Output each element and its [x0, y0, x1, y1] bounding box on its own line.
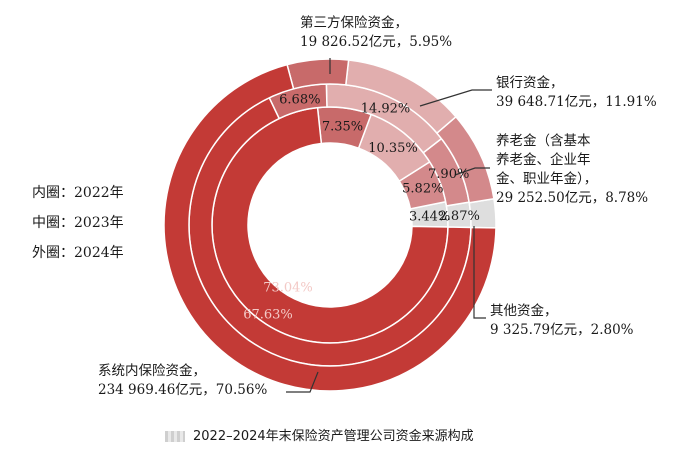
figure-caption: 2022–2024年末保险资产管理公司资金来源构成	[165, 425, 474, 444]
pct-label-pension-ring-1: 7.90%	[428, 167, 469, 182]
callout-line: 19 826.52亿元，5.95%	[300, 34, 453, 50]
callout-line: 234 969.46亿元，70.56%	[98, 382, 268, 398]
percent-labels: 3.44% 5.82% 10.35% 7.35% 73.04% 2.87% 7.90% 14.…	[243, 93, 480, 323]
leader-line-system	[286, 371, 319, 393]
ring-legend-inner: 内圈：2022年	[32, 185, 124, 201]
pct-label-other-ring-0: 3.44%	[409, 210, 450, 225]
leader-lines	[286, 58, 492, 393]
pct-label-pension-ring-0: 5.82%	[402, 181, 443, 196]
callout-line: 29 252.50亿元，8.78%	[496, 190, 649, 206]
callout-line: 39 648.71亿元，11.91%	[496, 94, 657, 110]
pct-label-bank-ring-1: 14.92%	[361, 102, 411, 117]
callout-line: 金、职业年金），	[496, 171, 598, 187]
pct-label-bank-ring-0: 10.35%	[368, 141, 418, 156]
callout-line: 系统内保险资金，	[98, 363, 206, 379]
donut-slices	[163, 58, 497, 392]
slice-system-ring-2	[163, 63, 497, 392]
ring-legend-middle: 中圈：2023年	[32, 215, 124, 231]
callout-line: 第三方保险资金，	[300, 15, 408, 31]
ring-legend-outer: 外圈：2024年	[32, 245, 124, 261]
pct-label-system-ring-1: 67.63%	[243, 308, 293, 323]
callout-other: 其他资金， 9 325.79亿元，2.80%	[490, 302, 634, 340]
leader-line-pension	[454, 167, 490, 176]
slice-third-ring-2	[286, 58, 350, 90]
pct-label-system-ring-0: 73.04%	[263, 281, 313, 296]
callout-system: 系统内保险资金， 234 969.46亿元，70.56%	[98, 362, 267, 400]
callout-bank: 银行资金， 39 648.71亿元，11.91%	[496, 74, 657, 112]
ring-legend: 内圈：2022年 中圈：2023年 外圈：2024年	[32, 178, 124, 268]
pct-label-third-ring-1: 6.68%	[279, 93, 320, 108]
pct-label-other-ring-1: 2.87%	[439, 209, 480, 224]
pct-label-third-ring-0: 7.35%	[322, 119, 363, 134]
leader-line-other	[473, 226, 486, 319]
callout-line: 其他资金，	[490, 303, 558, 319]
callout-line: 9 325.79亿元，2.80%	[490, 322, 634, 338]
callout-pension: 养老金（含基本 养老金、企业年 金、职业年金）， 29 252.50亿元，8.7…	[496, 132, 648, 208]
blurred-figure-number	[165, 431, 185, 442]
callout-line: 养老金、企业年	[496, 152, 591, 168]
callout-line: 银行资金，	[496, 75, 564, 91]
chart-title: 2022–2024年末保险资产管理公司资金来源构成	[193, 429, 474, 444]
leader-line-bank	[419, 89, 492, 107]
callout-third-party: 第三方保险资金， 19 826.52亿元，5.95%	[300, 14, 452, 52]
callout-line: 养老金（含基本	[496, 133, 591, 149]
